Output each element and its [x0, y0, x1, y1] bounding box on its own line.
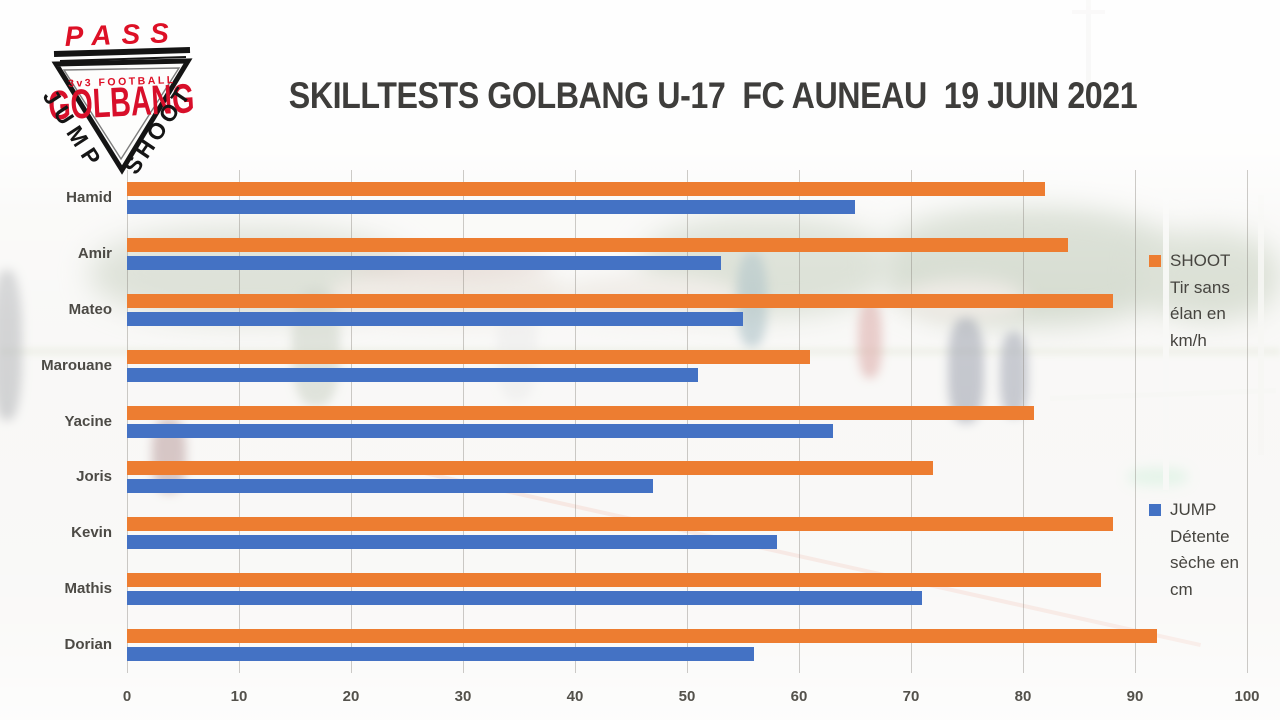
gridline — [575, 170, 576, 673]
bar-jump-kevin — [127, 535, 777, 550]
bar-jump-yacine — [127, 423, 833, 438]
logo-top-stroke — [53, 47, 191, 57]
x-tick-label: 20 — [342, 688, 360, 705]
x-tick-label: 70 — [902, 688, 920, 705]
gridline — [1135, 170, 1136, 673]
slide-title: SKILLTESTS GOLBANG U-17 FC AUNEAU 19 JUI… — [288, 75, 1138, 116]
bar-shoot-hamid — [127, 181, 1046, 196]
bar-shoot-marouane — [127, 349, 811, 364]
gridline — [1247, 170, 1248, 673]
legend-label-line: Tir sans — [1170, 277, 1230, 297]
legend-swatch-icon — [1149, 504, 1161, 516]
bar-shoot-joris — [127, 461, 934, 476]
bar-shoot-yacine — [127, 405, 1035, 420]
bar-jump-joris — [127, 479, 654, 494]
gridline — [911, 170, 912, 673]
x-tick-label: 50 — [678, 688, 696, 705]
bar-shoot-dorian — [127, 629, 1158, 644]
bar-jump-amir — [127, 255, 721, 270]
bar-jump-marouane — [127, 367, 699, 382]
legend-label-line: sèche en — [1170, 553, 1239, 572]
legend-label-line: cm — [1170, 579, 1193, 599]
gridline — [687, 170, 688, 673]
logo-triangle-inner — [62, 67, 181, 161]
bar-jump-dorian — [127, 647, 755, 662]
x-tick-label: 10 — [230, 688, 248, 705]
bar-shoot-kevin — [127, 517, 1113, 532]
legend-label: SHOOT Tir sans élan en km/h — [1170, 248, 1230, 354]
gridline — [463, 170, 464, 673]
category-label: Mateo — [68, 300, 112, 318]
x-tick-label: 60 — [790, 688, 808, 705]
legend-label-line: Détente — [1170, 526, 1230, 546]
legend-label-line: SHOOT — [1170, 251, 1231, 270]
legend-label-line: km/h — [1170, 330, 1207, 350]
category-label: Mathis — [64, 580, 112, 598]
x-tick-label: 0 — [122, 688, 132, 705]
logo-sub-text: 3v3 FOOTBALL — [68, 74, 176, 90]
bar-shoot-mateo — [127, 293, 1113, 308]
gridline — [239, 170, 240, 673]
gridline — [799, 170, 800, 673]
bar-jump-mathis — [127, 591, 923, 606]
x-tick-label: 30 — [454, 688, 472, 705]
category-label: Marouane — [41, 356, 112, 374]
category-label: Amir — [77, 244, 112, 262]
logo-top-stroke-2 — [59, 56, 187, 62]
category-label: Dorian — [64, 636, 112, 654]
logo-pass-text: PASS — [64, 17, 179, 52]
legend-label-line: élan en — [1170, 304, 1226, 323]
legend-entry-shoot: SHOOT Tir sans élan en km/h — [1149, 248, 1230, 354]
logo-triangle — [51, 58, 193, 175]
category-label: Joris — [76, 468, 112, 486]
bar-jump-mateo — [127, 311, 743, 326]
category-label: Yacine — [64, 412, 112, 430]
gridline — [351, 170, 352, 673]
bar-jump-hamid — [127, 199, 855, 214]
x-tick-label: 80 — [1014, 688, 1032, 705]
gridline — [1023, 170, 1024, 673]
x-tick-label: 90 — [1126, 688, 1144, 705]
legend-entry-jump: JUMP Détente sèche en cm — [1149, 497, 1239, 603]
legend-label: JUMP Détente sèche en cm — [1170, 497, 1239, 603]
bar-shoot-mathis — [127, 573, 1102, 588]
category-label: Hamid — [66, 188, 112, 206]
bar-shoot-amir — [127, 237, 1068, 252]
category-label: Kevin — [71, 524, 112, 542]
x-tick-label: 100 — [1234, 688, 1260, 705]
logo-brand-text: GOLBANG — [47, 75, 195, 129]
club-logo: PASS 3v3 FOOTBALL GOLBANG JUMP SHOOT — [38, 17, 197, 179]
legend-label-line: JUMP — [1170, 500, 1217, 519]
x-tick-label: 40 — [566, 688, 584, 705]
legend-swatch-icon — [1149, 255, 1161, 267]
gridline — [127, 170, 128, 673]
